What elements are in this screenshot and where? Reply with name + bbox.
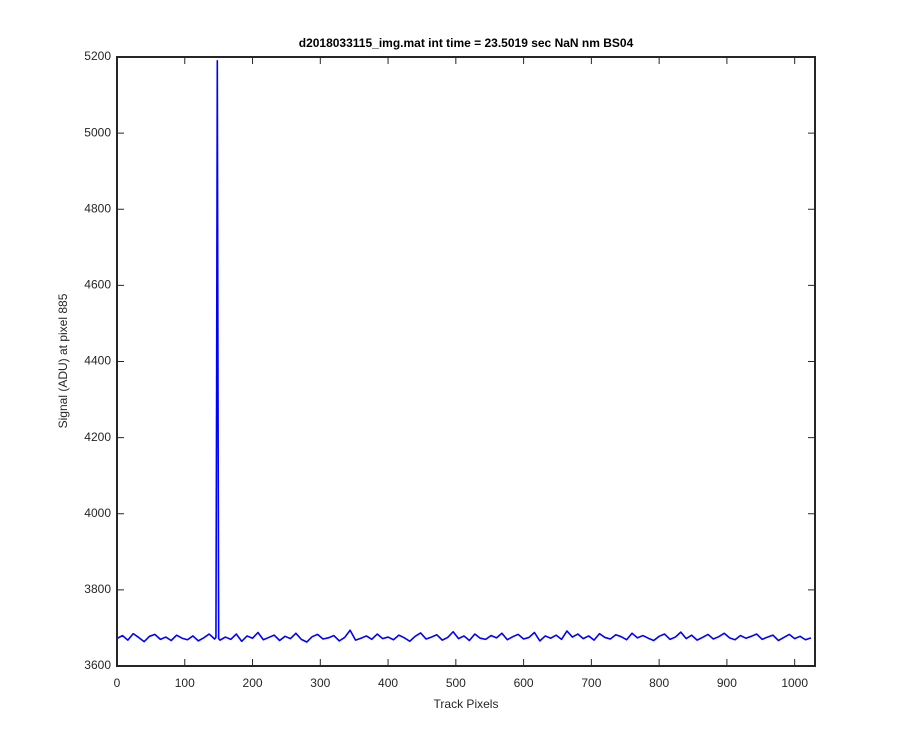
y-tick-label: 3600 bbox=[84, 658, 111, 672]
x-tick-label: 200 bbox=[243, 676, 263, 690]
y-tick-label: 5200 bbox=[84, 49, 111, 63]
x-tick-label: 0 bbox=[114, 676, 121, 690]
x-tick-label: 700 bbox=[581, 676, 601, 690]
x-tick-label: 300 bbox=[310, 676, 330, 690]
y-tick-label: 3800 bbox=[84, 582, 111, 596]
y-axis-label: Signal (ADU) at pixel 885 bbox=[56, 293, 70, 428]
x-tick-label: 500 bbox=[446, 676, 466, 690]
x-tick-label: 900 bbox=[717, 676, 737, 690]
x-axis-label: Track Pixels bbox=[434, 697, 499, 711]
y-tick-label: 4000 bbox=[84, 506, 111, 520]
y-tick-label: 5000 bbox=[84, 125, 111, 139]
x-tick-label: 100 bbox=[175, 676, 195, 690]
x-tick-label: 600 bbox=[514, 676, 534, 690]
x-tick-label: 1000 bbox=[781, 676, 808, 690]
x-tick-label: 800 bbox=[649, 676, 669, 690]
y-tick-label: 4200 bbox=[84, 430, 111, 444]
axes-box bbox=[116, 56, 816, 667]
y-tick-label: 4600 bbox=[84, 278, 111, 292]
y-tick-label: 4400 bbox=[84, 354, 111, 368]
x-tick-label: 400 bbox=[378, 676, 398, 690]
data-line bbox=[116, 60, 812, 643]
y-tick-label: 4800 bbox=[84, 201, 111, 215]
chart-title: d2018033115_img.mat int time = 23.5019 s… bbox=[299, 36, 634, 50]
